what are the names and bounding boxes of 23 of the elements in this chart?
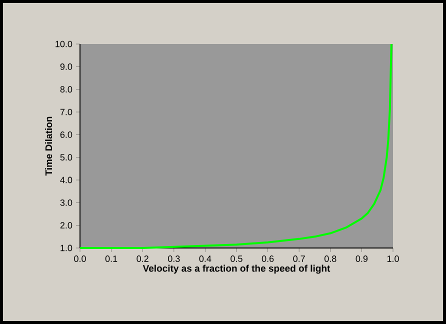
x-tick-label: 0.2: [136, 256, 148, 262]
x-tick-label: 0.5: [230, 256, 242, 262]
x-tick-label: 0.1: [105, 256, 118, 262]
y-tick-label: 6.0: [60, 131, 72, 138]
y-tick-label: 4.0: [60, 176, 72, 184]
x-tick-label: 0.0: [74, 256, 86, 262]
y-tick-label: 3.0: [60, 199, 72, 206]
y-tick-label: 7.0: [60, 108, 72, 116]
y-tick-label: 5.0: [60, 154, 72, 161]
x-tick-label: 0.7: [293, 256, 305, 262]
y-axis-title: Time Dilation: [45, 116, 52, 176]
x-tick-label: 0.3: [168, 256, 180, 262]
y-tick-label: 9.0: [60, 63, 72, 70]
y-tick-label: 10.0: [56, 40, 72, 48]
y-tick-label: 1.0: [60, 244, 72, 252]
x-tick-label: 0.4: [199, 256, 212, 262]
x-tick-label: 0.8: [324, 256, 336, 262]
x-tick-label: 1.0: [387, 256, 399, 262]
x-axis-title: Velocity as a fraction of the speed of light: [142, 264, 330, 274]
x-tick-label: 0.6: [262, 256, 274, 262]
y-tick-label: 2.0: [60, 222, 72, 229]
x-tick-label: 0.9: [356, 256, 368, 262]
y-tick-label: 8.0: [60, 86, 72, 93]
